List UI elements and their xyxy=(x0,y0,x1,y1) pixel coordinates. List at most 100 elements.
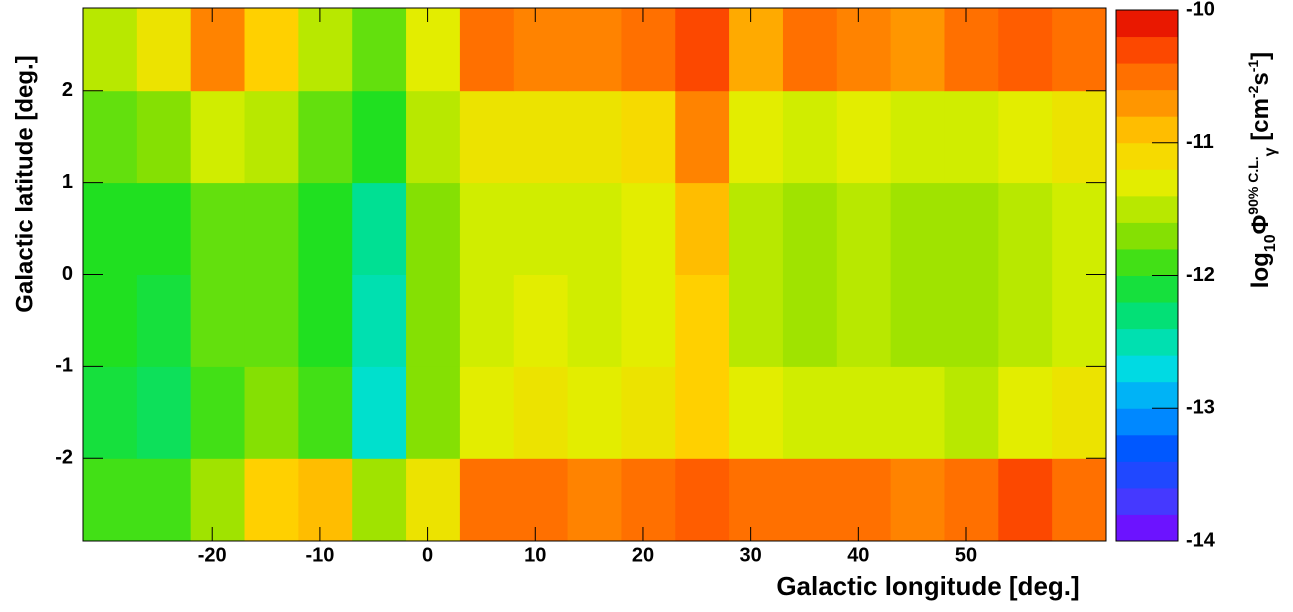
colorbar-band xyxy=(1116,169,1178,197)
heat-cell xyxy=(675,90,730,184)
heat-cell xyxy=(190,90,246,184)
heat-cell xyxy=(1052,8,1107,92)
heat-cell xyxy=(190,274,246,367)
heat-cell xyxy=(406,182,461,275)
colorbar-band xyxy=(1116,355,1178,383)
heat-cell xyxy=(244,8,299,92)
heat-cell xyxy=(675,458,730,542)
heat-cell xyxy=(298,366,353,459)
colorbar-tick-label: -12 xyxy=(1186,264,1215,286)
heat-cell xyxy=(782,90,838,184)
heat-cell xyxy=(998,458,1053,542)
heat-cell xyxy=(621,274,676,367)
heat-cell xyxy=(459,274,515,367)
colorbar-label-part: log xyxy=(1247,252,1274,288)
colorbar-band xyxy=(1116,487,1178,515)
heat-cell xyxy=(836,274,892,367)
colorbar-tick-label: -11 xyxy=(1186,131,1214,153)
heat-cell xyxy=(459,182,515,275)
heat-cell xyxy=(244,90,299,184)
heat-cell xyxy=(352,182,407,275)
heat-cell xyxy=(998,90,1053,184)
heat-cell xyxy=(998,366,1053,459)
heat-cell xyxy=(998,8,1053,92)
colorbar-band xyxy=(1116,275,1178,303)
heat-cell xyxy=(998,182,1053,275)
heat-cell xyxy=(298,458,353,542)
heat-cell xyxy=(890,8,945,92)
heat-cell xyxy=(513,458,569,542)
heat-cell xyxy=(83,274,138,367)
heat-cell xyxy=(729,366,784,459)
heat-cell xyxy=(513,90,569,184)
heat-cell xyxy=(944,8,999,92)
colorbar-label-part: Φ xyxy=(1247,215,1274,235)
heat-cell xyxy=(190,8,246,92)
heat-cell xyxy=(944,274,999,367)
heat-cell xyxy=(729,182,784,275)
colorbar-label-part: [cm xyxy=(1247,98,1274,147)
heat-cell xyxy=(1052,182,1107,275)
y-tick-label: 0 xyxy=(62,263,73,285)
colorbar-band xyxy=(1116,222,1178,250)
colorbar-tick-label: -13 xyxy=(1186,397,1215,419)
colorbar-band xyxy=(1116,408,1178,436)
colorbar-band xyxy=(1116,381,1178,409)
heat-cell xyxy=(944,182,999,275)
heat-cell xyxy=(944,458,999,542)
heat-cell xyxy=(782,274,838,367)
colorbar-label-part: ] xyxy=(1247,52,1274,60)
heat-cell xyxy=(513,182,569,275)
heat-cell xyxy=(1052,274,1107,367)
colorbar-tick-label: -14 xyxy=(1186,529,1216,551)
colorbar-label: log10Φ90% C.L.γ [cm-2s-1] xyxy=(1245,52,1279,288)
heat-cell xyxy=(136,8,192,92)
colorbar-band xyxy=(1116,514,1178,542)
heat-cell xyxy=(675,182,730,275)
heat-cell xyxy=(944,366,999,459)
heat-cell xyxy=(136,274,192,367)
x-tick-label: 0 xyxy=(422,544,433,566)
heat-cell xyxy=(567,182,622,275)
colorbar-band xyxy=(1116,116,1178,144)
heat-cell xyxy=(836,182,892,275)
colorbar-label-part: s xyxy=(1247,72,1274,85)
heat-cell xyxy=(836,458,892,542)
colorbar-band xyxy=(1116,195,1178,223)
x-tick-label: 40 xyxy=(847,544,869,566)
heat-cell xyxy=(83,182,138,275)
heat-cell xyxy=(136,182,192,275)
colorbar-label-part: -1 xyxy=(1245,60,1261,73)
colorbar-label-part: -2 xyxy=(1245,85,1261,98)
colorbar-tick-label: -10 xyxy=(1186,0,1215,20)
heat-cell xyxy=(836,90,892,184)
heat-cell xyxy=(782,182,838,275)
heat-cell xyxy=(190,182,246,275)
heat-cell xyxy=(83,366,138,459)
x-tick-label: -20 xyxy=(198,544,227,566)
colorbar-band xyxy=(1116,142,1178,170)
heat-cell xyxy=(998,274,1053,367)
heat-cell xyxy=(459,90,515,184)
colorbar-band xyxy=(1116,89,1178,117)
heat-cell xyxy=(352,366,407,459)
y-tick-label: 1 xyxy=(62,171,73,193)
heat-cell xyxy=(675,274,730,367)
heat-cell xyxy=(729,8,784,92)
colorbar-band xyxy=(1116,63,1178,91)
heat-cell xyxy=(890,274,945,367)
x-tick-label: 50 xyxy=(955,544,977,566)
heat-cell xyxy=(244,274,299,367)
heat-cell xyxy=(782,8,838,92)
heat-cell xyxy=(136,458,192,542)
heat-cell xyxy=(298,182,353,275)
colorbar-band xyxy=(1116,248,1178,276)
heat-cell xyxy=(352,458,407,542)
heat-cell xyxy=(406,458,461,542)
heat-cell xyxy=(621,8,676,92)
heat-cell xyxy=(567,90,622,184)
colorbar-band xyxy=(1116,36,1178,64)
heat-cell xyxy=(298,274,353,367)
heat-cell xyxy=(83,458,138,542)
heat-cell xyxy=(567,458,622,542)
